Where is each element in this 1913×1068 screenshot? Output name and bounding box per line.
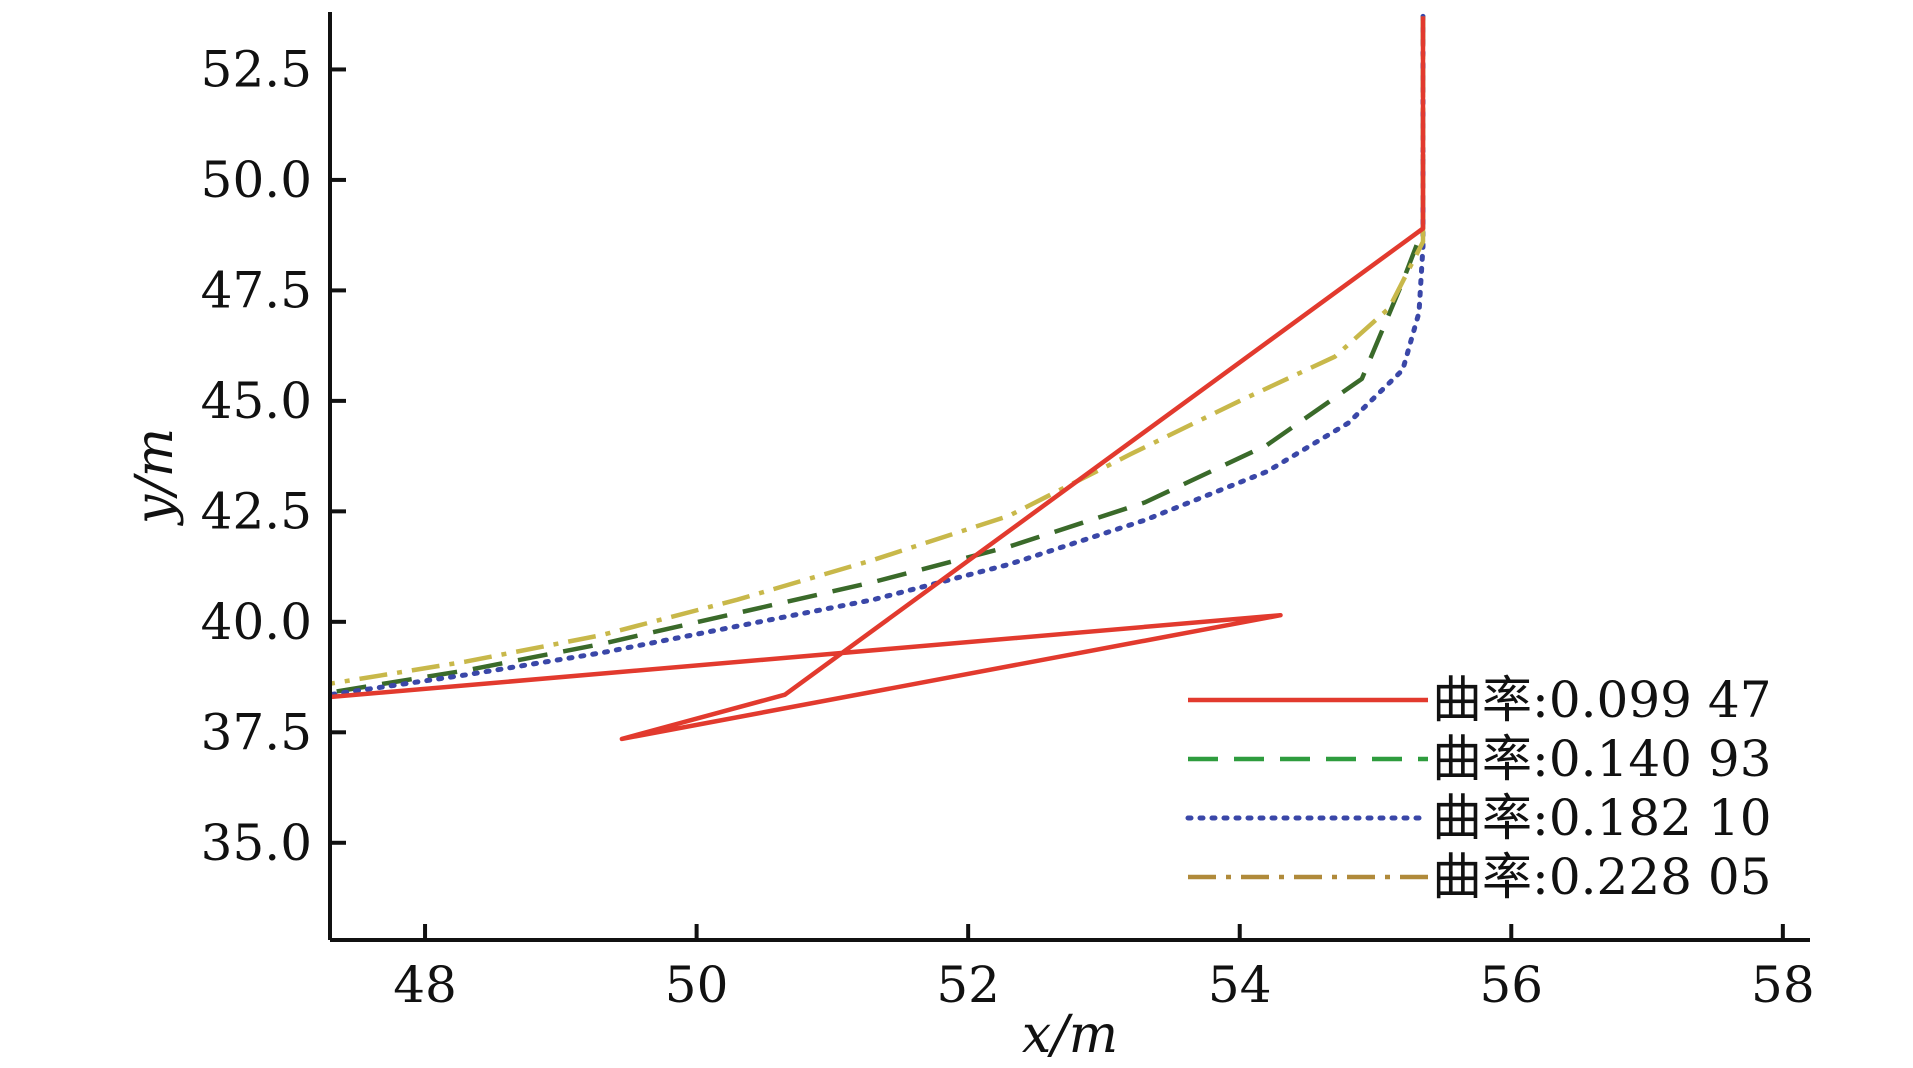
x-axis-label: x/m xyxy=(1022,1005,1118,1063)
y-axis-label: y/m xyxy=(125,428,185,526)
legend-label-1: 曲率:0.099 47 xyxy=(1432,671,1772,729)
plot-series-group xyxy=(327,13,1426,742)
x-tick-label: 52 xyxy=(936,956,1000,1014)
y-tick-label: 52.5 xyxy=(201,40,312,98)
series-line-4 xyxy=(329,16,1426,686)
y-tick-label: 50.0 xyxy=(201,151,312,209)
x-tick-label: 50 xyxy=(665,956,729,1014)
series-line-3 xyxy=(327,13,1426,698)
series-line-1 xyxy=(329,16,1426,742)
ticks-group: 48 50 52 54 56 58 35.0 37.5 40.0 42.5 45.0 47.5 50.0… xyxy=(201,40,1815,1014)
y-tick-label: 47.5 xyxy=(201,261,312,319)
y-tick-label: 37.5 xyxy=(201,703,312,761)
y-tick-label: 42.5 xyxy=(201,482,312,540)
legend-label-3: 曲率:0.182 10 xyxy=(1432,789,1772,847)
x-tick-label: 58 xyxy=(1751,956,1815,1014)
legend-label-4: 曲率:0.228 05 xyxy=(1432,848,1772,906)
y-tick-label: 45.0 xyxy=(201,372,312,430)
legend-label-2: 曲率:0.140 93 xyxy=(1432,730,1772,788)
x-tick-label: 48 xyxy=(393,956,457,1014)
series-line-2 xyxy=(329,16,1426,695)
axes-group xyxy=(328,12,1810,942)
x-tick-label: 56 xyxy=(1479,956,1543,1014)
y-tick-label: 40.0 xyxy=(201,593,312,651)
y-tick-label: 35.0 xyxy=(201,814,312,872)
x-tick-label: 54 xyxy=(1208,956,1272,1014)
